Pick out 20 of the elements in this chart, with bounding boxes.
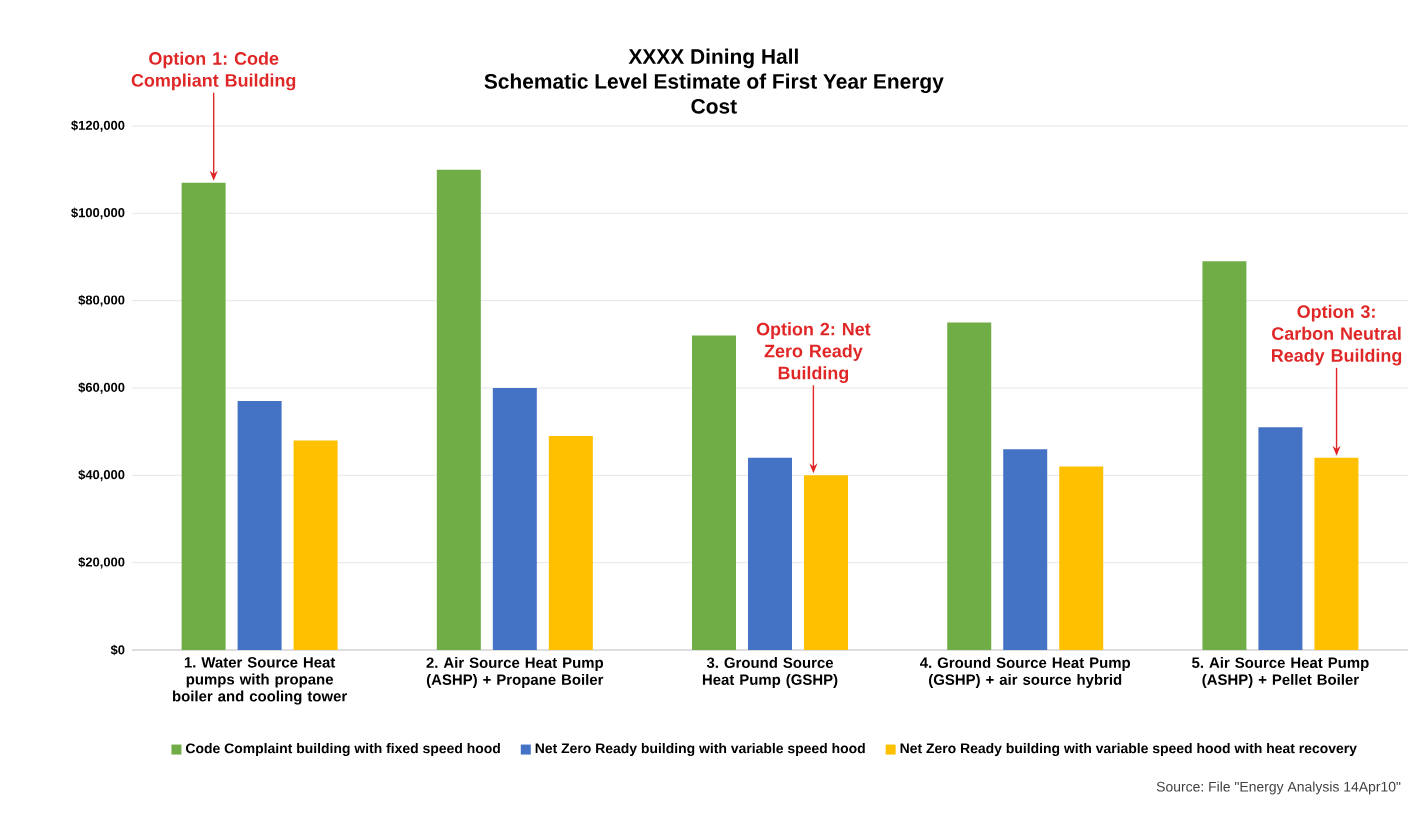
bar bbox=[804, 475, 849, 650]
bar bbox=[548, 436, 593, 650]
annotation: Option 2: Net Zero Ready Building bbox=[756, 322, 871, 383]
annotation: Option 1: Code Compliant Building bbox=[131, 51, 296, 91]
bar bbox=[492, 388, 537, 650]
bar bbox=[436, 169, 481, 650]
bar bbox=[1202, 261, 1247, 650]
bar bbox=[748, 457, 793, 650]
bar bbox=[181, 182, 226, 650]
bar bbox=[1003, 449, 1048, 650]
bar bbox=[1059, 466, 1104, 650]
bar bbox=[1314, 457, 1359, 650]
bar bbox=[692, 335, 737, 650]
bar bbox=[237, 401, 282, 650]
bar bbox=[1258, 427, 1303, 650]
annotation: Option 3: Carbon Neutral Ready Building bbox=[1271, 304, 1402, 366]
chart-subtitle: Schematic Level Estimate of First Year Energy Cost bbox=[484, 73, 944, 114]
bar bbox=[947, 322, 992, 650]
chart-title: XXXX Dining Hall bbox=[628, 48, 798, 69]
bar bbox=[293, 440, 338, 650]
